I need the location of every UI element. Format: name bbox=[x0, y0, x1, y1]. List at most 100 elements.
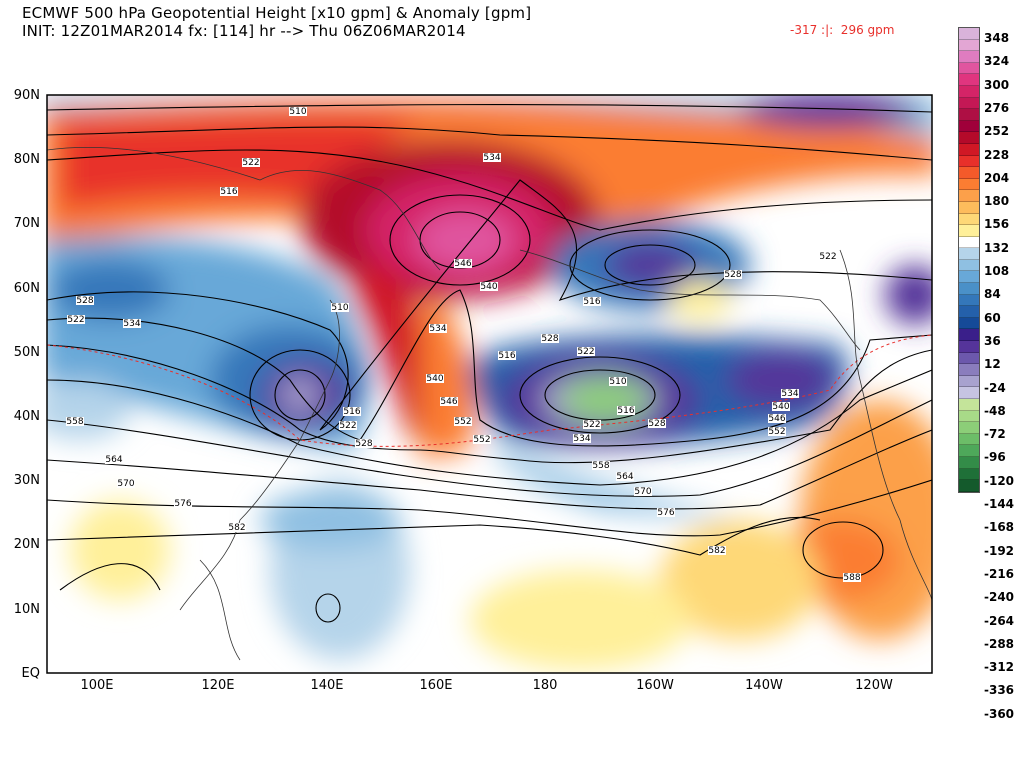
contour-label: 534 bbox=[483, 153, 500, 163]
lon-label: 180 bbox=[532, 678, 558, 693]
contour-label: 516 bbox=[617, 406, 634, 416]
contour-label-bg bbox=[228, 523, 246, 532]
lat-label: 10N bbox=[13, 601, 40, 617]
colorbar-swatch bbox=[959, 283, 979, 295]
contour-label-bg bbox=[117, 479, 135, 488]
contour-label: 534 bbox=[573, 434, 590, 444]
colorbar-label: -360 bbox=[984, 706, 1015, 721]
colorbar-swatch bbox=[959, 109, 979, 121]
contour-label-bg bbox=[220, 187, 238, 196]
colorbar-label: 180 bbox=[984, 194, 1010, 209]
colorbar-swatch bbox=[959, 259, 979, 272]
colorbar-label: -48 bbox=[984, 403, 1006, 418]
colorbar-label: 12 bbox=[984, 357, 1001, 372]
colorbar-swatch bbox=[959, 317, 979, 330]
colorbar-label: -168 bbox=[984, 520, 1015, 535]
contour-label-bg bbox=[67, 315, 85, 324]
contour-labels: 510 522 534 516 546 540 534 528 522 516 510 534 516 5… bbox=[66, 107, 861, 583]
colorbar-label: -216 bbox=[984, 566, 1015, 581]
colorbar-swatch bbox=[959, 387, 979, 399]
contour-label: 546 bbox=[454, 259, 471, 269]
colorbar-label: 108 bbox=[984, 264, 1010, 278]
colorbar-label: -144 bbox=[984, 497, 1015, 511]
colorbar-swatch bbox=[959, 236, 979, 249]
colorbar-label: -288 bbox=[984, 636, 1015, 651]
chart-title: ECMWF 500 hPa Geopotential Height [x10 g… bbox=[22, 4, 532, 22]
contour-label: 510 bbox=[289, 107, 306, 117]
contour-label: 516 bbox=[583, 297, 600, 307]
contour-label: 552 bbox=[454, 417, 471, 427]
colorbar-label: 132 bbox=[984, 240, 1010, 255]
contour-label-bg bbox=[609, 377, 627, 386]
colorbar-swatch bbox=[959, 445, 979, 457]
contour-label-bg bbox=[819, 252, 837, 261]
colorbar-label: -72 bbox=[984, 427, 1006, 442]
climatology-contour bbox=[47, 334, 932, 447]
contour-label: 564 bbox=[616, 472, 633, 482]
colorbar-label: 348 bbox=[984, 31, 1010, 45]
colorbar-label: -264 bbox=[984, 613, 1015, 628]
coastlines bbox=[47, 146, 932, 661]
colorbar-swatch bbox=[959, 341, 979, 353]
colorbar-label: -336 bbox=[984, 683, 1015, 698]
colorbar-swatch bbox=[959, 132, 979, 144]
contour-label: 528 bbox=[724, 270, 741, 280]
contour-label-bg bbox=[772, 402, 790, 411]
colorbar-swatch bbox=[959, 97, 979, 110]
contour-label: 510 bbox=[609, 377, 626, 387]
contour-label: 582 bbox=[228, 523, 245, 533]
contour-label: 570 bbox=[117, 479, 134, 489]
contour-label: 522 bbox=[339, 421, 356, 431]
contour-label-bg bbox=[355, 439, 373, 448]
colorbar-swatch bbox=[959, 190, 979, 202]
colorbar-swatch bbox=[959, 433, 979, 446]
contour-label-bg bbox=[123, 319, 141, 328]
contour-label-bg bbox=[498, 351, 516, 360]
anomaly-field bbox=[47, 95, 932, 673]
contour-label: 582 bbox=[708, 546, 725, 556]
contour-label-bg bbox=[768, 427, 786, 436]
contour-label: 510 bbox=[331, 303, 348, 313]
height-contours bbox=[47, 104, 932, 623]
lat-label: 30N bbox=[13, 473, 40, 489]
contour-label-bg bbox=[577, 347, 595, 356]
contour-label-bg bbox=[242, 158, 260, 167]
contour-label: 546 bbox=[768, 414, 785, 424]
contour-label-bg bbox=[483, 153, 501, 162]
colorbar-swatch bbox=[959, 62, 979, 75]
colorbar-swatch bbox=[959, 167, 979, 179]
contour-label-bg bbox=[657, 508, 675, 517]
lat-label: EQ bbox=[21, 665, 40, 681]
colorbar bbox=[958, 27, 980, 493]
contour-label-bg bbox=[473, 435, 491, 444]
contour-label-bg bbox=[343, 407, 361, 416]
contour-label-bg bbox=[592, 461, 610, 470]
map-frame bbox=[46, 94, 933, 674]
colorbar-swatch bbox=[959, 39, 979, 52]
contour-label: 534 bbox=[429, 324, 446, 334]
contour-label-bg bbox=[66, 417, 84, 426]
colorbar-swatch bbox=[959, 28, 979, 40]
contour-label-bg bbox=[648, 419, 666, 428]
contour-label-bg bbox=[174, 499, 192, 508]
contour-label-bg bbox=[541, 334, 559, 343]
colorbar-swatch bbox=[959, 248, 979, 260]
contour-label: 546 bbox=[440, 397, 457, 407]
colorbar-label: 84 bbox=[984, 287, 1001, 302]
contour-label: 558 bbox=[66, 417, 83, 427]
contour-label-bg bbox=[843, 573, 861, 582]
contour-label: 540 bbox=[772, 402, 789, 412]
contour-label: 516 bbox=[498, 351, 515, 361]
colorbar-label: 252 bbox=[984, 124, 1010, 139]
contour-label-bg bbox=[454, 417, 472, 426]
contour-label-bg bbox=[583, 297, 601, 306]
contour-label-bg bbox=[331, 303, 349, 312]
lat-label: 40N bbox=[13, 409, 40, 424]
contour-label: 522 bbox=[577, 347, 594, 357]
colorbar-swatch bbox=[959, 480, 979, 492]
contour-label-bg bbox=[616, 472, 634, 481]
contour-label: 588 bbox=[843, 573, 860, 583]
contour-label: 576 bbox=[174, 499, 191, 509]
colorbar-label: 324 bbox=[984, 54, 1010, 69]
colorbar-swatch bbox=[959, 201, 979, 214]
